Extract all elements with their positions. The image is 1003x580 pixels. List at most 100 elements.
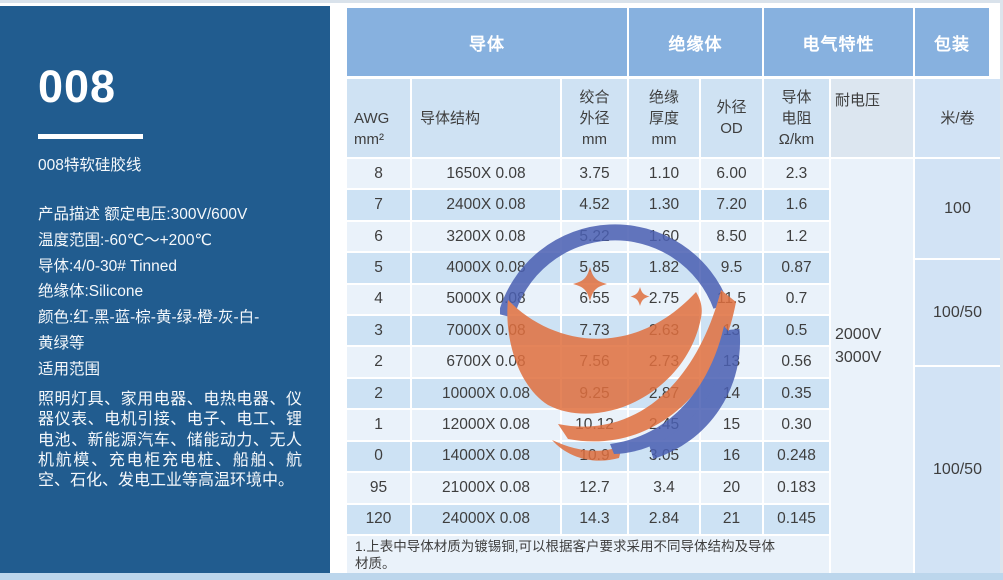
spec-cell-r0-c0: 8: [347, 159, 410, 189]
spec-cell-r4-c5: 0.7: [764, 284, 829, 315]
spec-cell-r8-c3: 2.45: [629, 410, 699, 440]
spec-cell-r7-c3: 2.87: [629, 378, 699, 409]
spec-cell-r1-c5: 1.6: [764, 190, 829, 220]
spec-cell-r4-c4: 11.5: [701, 284, 762, 315]
product-model-title: 008: [38, 61, 117, 112]
spec-cell-r9-c3: 3.05: [629, 441, 699, 472]
spec-cell-r7-c0: 2: [347, 378, 410, 409]
right-edge-line: [1000, 0, 1003, 580]
col-header-meters-per-roll: 米/卷: [915, 79, 1000, 157]
spec-cell-r8-c1: 12000X 0.08: [412, 410, 560, 440]
group-header-electrical: 电气特性: [764, 8, 913, 76]
group-header-packaging: 包装: [915, 8, 989, 76]
application-scope-text: 照明灯具、家用电器、电热电器、仪器仪表、电机引接、电子、电工、锂电池、新能源汽车…: [38, 390, 302, 490]
spec-cell-r5-c0: 3: [347, 316, 410, 346]
spec-cell-r7-c5: 0.35: [764, 378, 829, 409]
packaging-column: 100 100/50 100/50: [915, 159, 1000, 573]
spec-cell-r3-c3: 1.82: [629, 253, 699, 283]
spec-cell-r9-c2: 10.9: [562, 441, 627, 472]
col-header-conductor-resistance: 导体 电阻 Ω/km: [764, 79, 829, 157]
spec-cell-r0-c3: 1.10: [629, 159, 699, 189]
spec-cell-r8-c4: 15: [701, 410, 762, 440]
spec-cell-r10-c2: 12.7: [562, 473, 627, 503]
spec-cell-r6-c3: 2.73: [629, 347, 699, 377]
spec-cell-r10-c5: 0.183: [764, 473, 829, 503]
spec-cell-r0-c1: 1650X 0.08: [412, 159, 560, 189]
spec-cell-r2-c5: 1.2: [764, 221, 829, 252]
spec-cell-r0-c2: 3.75: [562, 159, 627, 189]
col-header-stranded-od: 绞合 外径 mm: [562, 79, 627, 157]
spec-cell-r9-c4: 16: [701, 441, 762, 472]
col-header-outer-diameter: 外径 OD: [701, 79, 762, 157]
bottom-accent-strip: [0, 573, 1003, 580]
spec-cell-r7-c2: 9.25: [562, 378, 627, 409]
spec-grid: 8 1650X 0.08 3.75 1.10 6.00 2.3 7 2400X 0.08 4.5…: [347, 159, 829, 534]
spec-cell-r8-c2: 10.12: [562, 410, 627, 440]
spec-cell-r4-c1: 5000X 0.08: [412, 284, 560, 315]
spec-cell-r3-c5: 0.87: [764, 253, 829, 283]
product-spec-line: 产品描述 额定电压:300V/600V: [38, 206, 248, 223]
spec-cell-r4-c0: 4: [347, 284, 410, 315]
spec-cell-r6-c1: 6700X 0.08: [412, 347, 560, 377]
col-header-conductor-structure: 导体结构: [412, 79, 560, 157]
spec-cell-r4-c2: 6.55: [562, 284, 627, 315]
col-header-insulation-thickness: 绝缘 厚度 mm: [629, 79, 699, 157]
spec-cell-r1-c2: 4.52: [562, 190, 627, 220]
spec-cell-r11-c2: 14.3: [562, 504, 627, 534]
spec-cell-r7-c4: 14: [701, 378, 762, 409]
spec-cell-r11-c4: 21: [701, 504, 762, 534]
spec-cell-r10-c1: 21000X 0.08: [412, 473, 560, 503]
spec-cell-r2-c3: 1.60: [629, 221, 699, 252]
product-spec-line: 导体:4/0-30# Tinned: [38, 257, 178, 275]
spec-cell-r3-c0: 5: [347, 253, 410, 283]
spec-cell-r9-c5: 0.248: [764, 441, 829, 472]
col-header-withstand-voltage: 耐电压: [831, 79, 913, 157]
spec-cell-r1-c3: 1.30: [629, 190, 699, 220]
spec-cell-r1-c1: 2400X 0.08: [412, 190, 560, 220]
spec-cell-r2-c2: 5.22: [562, 221, 627, 252]
spec-cell-r1-c4: 7.20: [701, 190, 762, 220]
spec-cell-r5-c2: 7.73: [562, 316, 627, 346]
spec-cell-r10-c4: 20: [701, 473, 762, 503]
spec-cell-r5-c3: 2.63: [629, 316, 699, 346]
product-description-list: 产品描述 额定电压:300V/600V 温度范围:-60℃～+200℃ 导体:4/0…: [38, 202, 302, 357]
spec-cell-r6-c4: 13: [701, 347, 762, 377]
spec-cell-r0-c5: 2.3: [764, 159, 829, 189]
spec-cell-r9-c1: 14000X 0.08: [412, 441, 560, 472]
packaging-cell-0: 100: [915, 159, 1000, 258]
spec-cell-r3-c1: 4000X 0.08: [412, 253, 560, 283]
spec-cell-r5-c1: 7000X 0.08: [412, 316, 560, 346]
spec-table: 导体 绝缘体 电气特性 包装 AWG mm² 导体结构 绞合 外径 mm 绝缘 …: [347, 8, 1000, 573]
spec-cell-r1-c0: 7: [347, 190, 410, 220]
spec-cell-r3-c4: 9.5: [701, 253, 762, 283]
spec-cell-r8-c5: 0.30: [764, 410, 829, 440]
spec-cell-r5-c4: 13: [701, 316, 762, 346]
col-header-awg: AWG mm²: [347, 79, 410, 157]
group-header-conductor: 导体: [347, 8, 627, 76]
product-spec-line: 颜色:红-黑-蓝-棕-黄-绿-橙-灰-白- 黄绿等: [38, 309, 260, 352]
spec-cell-r11-c1: 24000X 0.08: [412, 504, 560, 534]
product-sidebar: 008 008特软硅胶线 产品描述 额定电压:300V/600V 温度范围:-60…: [0, 6, 330, 573]
spec-cell-r5-c5: 0.5: [764, 316, 829, 346]
application-scope-title: 适用范围: [38, 360, 101, 378]
spec-cell-r7-c1: 10000X 0.08: [412, 378, 560, 409]
spec-cell-r2-c0: 6: [347, 221, 410, 252]
spec-cell-r10-c3: 3.4: [629, 473, 699, 503]
product-subtitle: 008特软硅胶线: [38, 157, 142, 174]
table-body-left: 8 1650X 0.08 3.75 1.10 6.00 2.3 7 2400X 0.08 4.5…: [347, 159, 829, 573]
group-header-insulation: 绝缘体: [629, 8, 762, 76]
table-body: 8 1650X 0.08 3.75 1.10 6.00 2.3 7 2400X 0.08 4.5…: [347, 159, 1000, 573]
spec-cell-r11-c5: 0.145: [764, 504, 829, 534]
spec-cell-r11-c3: 2.84: [629, 504, 699, 534]
product-spec-line: 绝缘体:Silicone: [38, 283, 144, 301]
spec-cell-r6-c5: 0.56: [764, 347, 829, 377]
spec-cell-r3-c2: 5.85: [562, 253, 627, 283]
top-edge-line: [0, 0, 1003, 3]
product-spec-line: 温度范围:-60℃～+200℃: [38, 231, 212, 249]
spec-cell-r2-c1: 3200X 0.08: [412, 221, 560, 252]
spec-cell-r0-c4: 6.00: [701, 159, 762, 189]
spec-cell-r2-c4: 8.50: [701, 221, 762, 252]
spec-cell-r8-c0: 1: [347, 410, 410, 440]
spec-cell-r9-c0: 0: [347, 441, 410, 472]
